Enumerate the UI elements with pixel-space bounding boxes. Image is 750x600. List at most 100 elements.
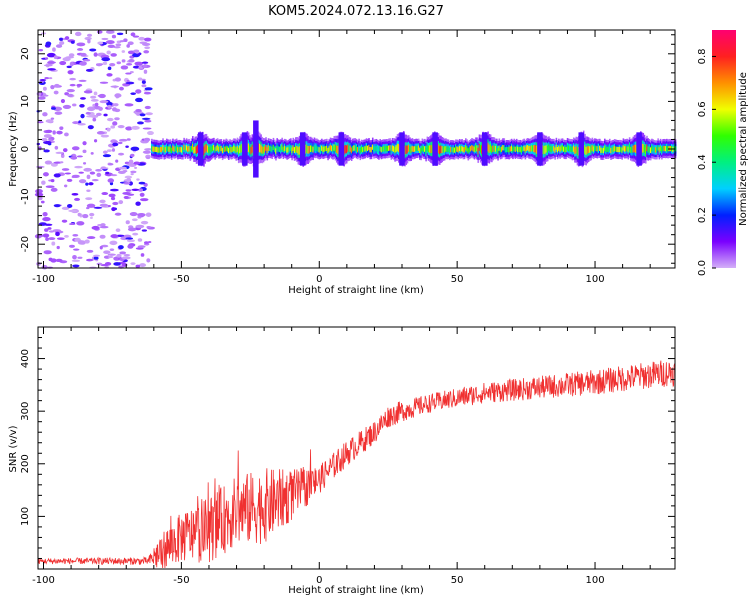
spectrogram-signal-cell	[314, 145, 317, 152]
spectrogram-noise-cell	[48, 237, 56, 241]
spectrogram-noise-cell	[72, 255, 77, 260]
spectrogram-noise-cell	[106, 101, 113, 106]
spectrogram-noise-cell	[127, 163, 136, 166]
spectrogram-signal-cell	[230, 147, 233, 153]
snr-ticks: -100 -50 0 50 100 100 200 300 400	[20, 326, 675, 586]
spectrogram-signal-cell	[365, 145, 368, 151]
spectrogram-noise-cell	[114, 140, 118, 143]
spectrogram-noise-cell	[89, 216, 93, 220]
spectrogram-noise-cell	[99, 199, 106, 204]
spectrogram-signal-cell	[596, 146, 599, 152]
spectrogram-signal-cell	[323, 146, 326, 152]
spectrogram-noise-cell	[146, 226, 152, 229]
spectrogram-signal-cell	[512, 146, 514, 153]
spectrogram-signal-cell	[620, 146, 622, 153]
spectrogram-signal-cell	[385, 145, 388, 152]
spectrogram-noise-cell	[125, 237, 134, 240]
spectrogram-signal-cell	[389, 145, 391, 151]
spectrogram-signal-cell	[606, 146, 609, 153]
spectrogram-noise-cell	[135, 97, 144, 103]
spectrogram-signal-cell	[360, 146, 363, 152]
spectrogram-signal-cell	[523, 145, 525, 151]
spectrogram-noise-cell	[42, 216, 51, 222]
spectrogram-signal-cell	[554, 147, 556, 153]
spectrogram-signal-cell	[592, 146, 595, 152]
spectrogram-signal-cell	[290, 145, 292, 151]
spectrogram-noise-cell	[102, 61, 108, 66]
spectrogram-noise-cell	[76, 42, 86, 47]
spectrogram-noise-cell	[58, 37, 64, 41]
spectrogram-signal-cell	[209, 146, 211, 153]
spectrogram-noise-cell	[144, 119, 152, 123]
spectrogram-signal-cell	[282, 146, 285, 153]
spectrogram-signal-cell	[626, 145, 628, 152]
spectrogram-noise-cell	[93, 206, 103, 209]
spectrogram-noise-cell	[85, 182, 89, 186]
spectrogram-peak-cell	[432, 132, 438, 166]
spectrogram-noise-cell	[142, 64, 148, 69]
spectrogram-signal-cell	[159, 146, 162, 153]
spectrogram-signal-cell	[576, 147, 579, 156]
spectrogram-noise-cell	[109, 240, 118, 246]
spectrogram-noise-cell	[55, 44, 63, 48]
spectrogram-noise-cell	[128, 159, 134, 164]
spectrogram-noise-cell	[125, 81, 135, 85]
spectrogram-noise-cell	[53, 55, 58, 60]
spectrogram-signal-cell	[223, 146, 225, 152]
spectrogram-signal-cell	[666, 145, 668, 152]
spectrogram-noise-cell	[145, 212, 152, 217]
spectrogram-signal-cell	[160, 146, 163, 153]
spectrogram-noise-cell	[137, 121, 144, 125]
spectrogram-noise-cell	[96, 172, 102, 178]
spectrogram-noise-cell	[78, 171, 85, 174]
spectrogram-noise-cell	[54, 145, 59, 150]
spectrogram-signal-cell	[522, 146, 524, 152]
spectrogram-noise-cell	[141, 78, 146, 82]
spectrogram-signal-cell	[350, 147, 353, 154]
spectrogram-signal-cell	[507, 146, 509, 153]
spectrogram-signal-cell	[416, 145, 419, 152]
spectrogram-signal-cell	[203, 146, 205, 156]
spectrogram-noise-cell	[67, 70, 74, 75]
spectrogram-noise-cell	[130, 32, 136, 37]
spectrogram-noise-cell	[135, 108, 142, 113]
spectrogram-signal-cell	[239, 145, 241, 154]
spectrogram-noise-cell	[42, 233, 50, 238]
spectrogram-signal-cell	[649, 147, 652, 154]
spectrogram-noise-cell	[140, 220, 149, 225]
spectrogram-noise-cell	[141, 229, 148, 232]
spectrogram-signal-cell	[462, 147, 465, 153]
spectrogram-noise-cell	[107, 104, 112, 109]
spectrogram-signal-cell	[447, 146, 450, 152]
spectrogram-signal-cell	[565, 146, 568, 153]
spectrogram-signal-cell	[407, 144, 410, 152]
colorbar-gradient	[712, 30, 736, 268]
spectrogram-noise-cell	[53, 204, 61, 208]
spectrogram-signal-cell	[213, 144, 215, 151]
y-tick-label: 200	[20, 454, 31, 473]
spectrogram-signal-cell	[621, 147, 623, 153]
spectrogram-noise-cell	[53, 83, 60, 88]
spectrogram-noise-cell	[102, 154, 112, 158]
spectrogram-signal-cell	[383, 146, 385, 152]
spectrogram-noise-cell	[41, 137, 48, 142]
spectrogram-signal-cell	[476, 145, 478, 152]
spectrogram-peak-cell	[399, 132, 405, 166]
spectrogram-noise-cell	[135, 264, 141, 268]
spectrogram-noise-cell	[59, 161, 64, 164]
spectrogram-noise-cell	[106, 73, 113, 77]
spectrogram-noise-cell	[69, 77, 76, 81]
spectrogram-signal-cell	[561, 145, 564, 151]
spectrogram-signal-cell	[229, 146, 231, 152]
spectrogram-noise-cell	[87, 39, 91, 44]
spectrogram-noise-cell	[110, 196, 116, 201]
spectrogram-signal-cell	[664, 146, 667, 152]
snr-frame	[37, 326, 676, 570]
spectrogram-noise-cell	[117, 125, 125, 129]
spectrogram-signal-cell	[249, 145, 251, 154]
spectrogram-noise-cell	[128, 58, 135, 63]
spectrogram-signal-cell	[370, 146, 373, 153]
spectrogram-signal-cell	[316, 145, 318, 151]
spectrogram-noise-cell	[110, 125, 116, 129]
spectrogram-noise-cell	[136, 178, 140, 181]
